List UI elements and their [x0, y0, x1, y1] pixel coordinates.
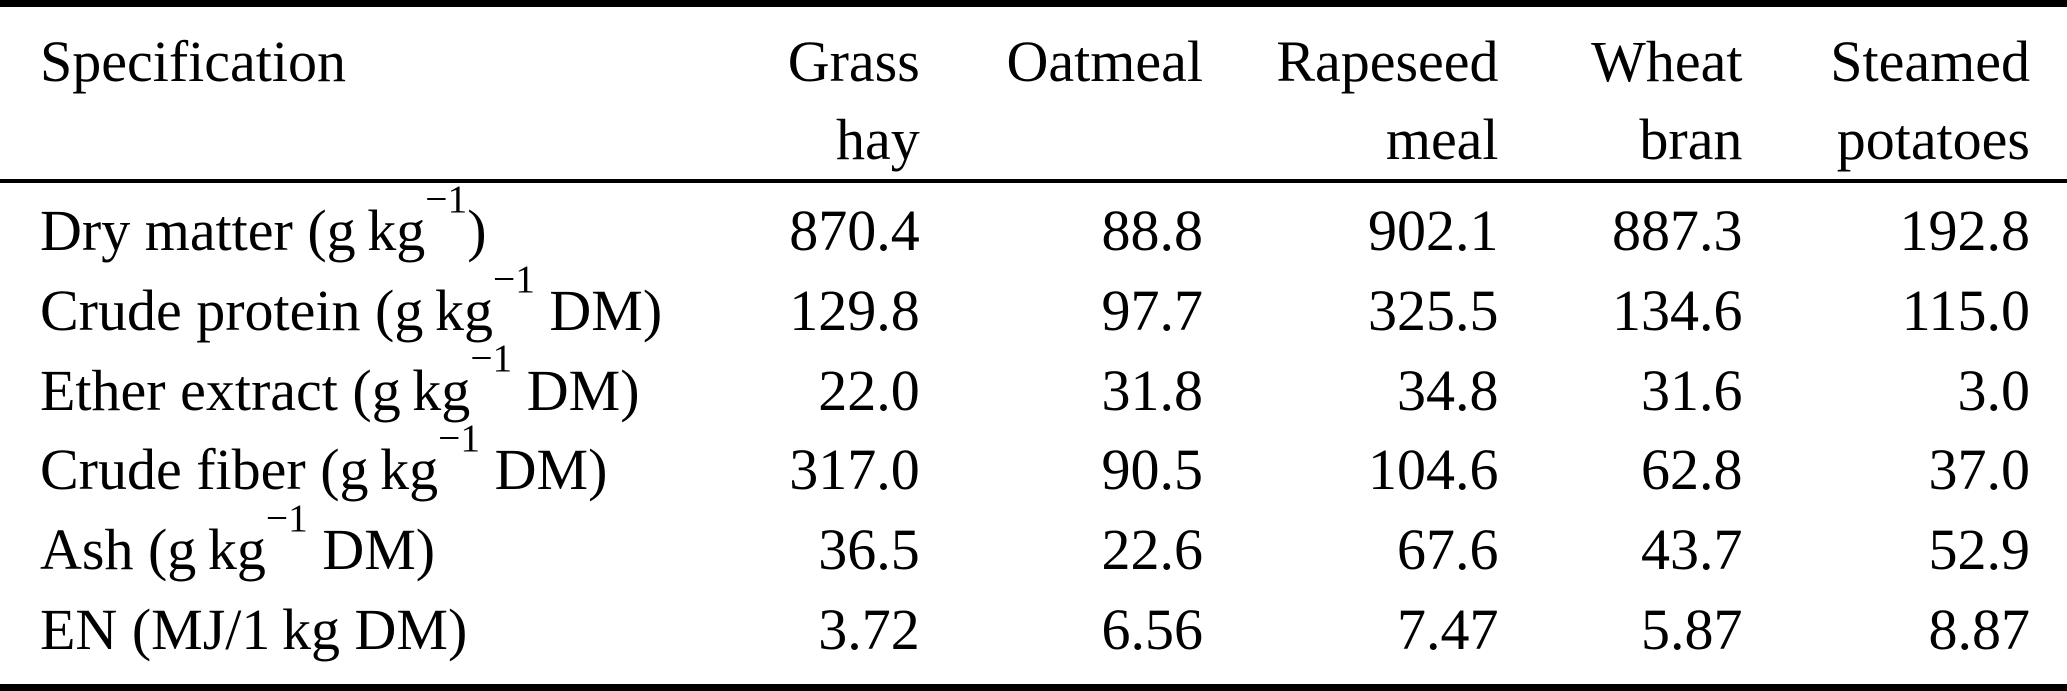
value-cell-grass-hay: 22.0	[818, 357, 920, 423]
value-cell-grass-hay: 870.4	[789, 197, 920, 263]
spec-superscript: −1	[438, 416, 481, 461]
value-cell-steamed-potatoes: 8.87	[1928, 596, 2031, 662]
value-cell-oatmeal: 31.8	[1101, 357, 1203, 423]
value-cell-grass-hay: 36.5	[818, 516, 920, 582]
value-cell-rapeseed-meal: 67.6	[1397, 516, 1499, 582]
spec-label-post: )	[467, 197, 487, 263]
value-cell-wheat-bran: 134.6	[1611, 277, 1743, 343]
column-header-line1: Specification	[40, 29, 347, 94]
value-cell-grass-hay: 317.0	[789, 437, 920, 503]
spec-label-post: DM)	[512, 357, 640, 423]
value-cell-rapeseed-meal: 7.47	[1397, 596, 1499, 662]
column-header-line1: Oatmeal	[1006, 29, 1203, 94]
spec-label: Ash (g kg	[40, 516, 266, 582]
table-header: Specification Grass hay Oatmeal Rapeseed…	[0, 4, 2067, 182]
spec-cell: Ether extract (g kg−1 DM)	[0, 339, 640, 431]
value-cell-steamed-potatoes: 37.0	[1928, 437, 2031, 503]
column-header-line1: Rapeseed	[1276, 29, 1499, 94]
column-header-line2: bran	[1639, 107, 1743, 172]
value-cell-grass-hay: 129.8	[789, 277, 920, 343]
value-cell-steamed-potatoes: 52.9	[1928, 516, 2031, 582]
spec-label: Crude protein (g kg	[40, 277, 493, 343]
column-header-wheat-bran: Wheat bran	[1499, 4, 1743, 182]
table-row-en: EN (MJ/1 kg DM) 3.72 6.56 7.47 5.87 8.87	[0, 590, 2067, 688]
spec-label: EN (MJ/1 kg DM)	[40, 596, 468, 662]
value-cell-wheat-bran: 5.87	[1640, 596, 1743, 662]
column-header-line1: Grass	[787, 29, 920, 94]
value-cell-rapeseed-meal: 34.8	[1397, 357, 1499, 423]
spec-cell: Dry matter (g kg−1)	[0, 179, 620, 271]
value-cell-rapeseed-meal: 325.5	[1368, 277, 1499, 343]
spec-cell: EN (MJ/1 kg DM)	[0, 590, 620, 688]
column-header-line2: meal	[1385, 107, 1499, 172]
column-header-line1: Steamed	[1830, 29, 2030, 94]
spec-cell: Crude fiber (g kg−1 DM)	[0, 418, 620, 510]
spec-label: Dry matter (g kg	[40, 197, 426, 263]
column-header-line2: hay	[836, 107, 920, 172]
spec-label-post: DM)	[480, 437, 608, 503]
spec-superscript: −1	[470, 336, 513, 381]
table-row-crude-protein: Crude protein (g kg−1 DM) 129.8 97.7 325…	[0, 259, 2067, 351]
table-row-ash: Ash (g kg−1 DM) 36.5 22.6 67.6 43.7 52.9	[0, 498, 2067, 590]
value-cell-oatmeal: 88.8	[1101, 197, 1203, 263]
table-row-crude-fiber: Crude fiber (g kg−1 DM) 317.0 90.5 104.6…	[0, 418, 2067, 510]
spec-label: Ether extract (g kg	[40, 357, 471, 423]
value-cell-wheat-bran: 887.3	[1611, 197, 1743, 263]
column-header-line1: Wheat	[1591, 29, 1743, 94]
column-header-specification: Specification	[0, 4, 620, 182]
column-header-oatmeal: Oatmeal	[920, 4, 1203, 182]
value-cell-steamed-potatoes: 3.0	[1957, 357, 2031, 423]
spec-cell: Crude protein (g kg−1 DM)	[0, 259, 662, 351]
value-cell-wheat-bran: 62.8	[1640, 437, 1743, 503]
table-header-row: Specification Grass hay Oatmeal Rapeseed…	[0, 4, 2067, 182]
value-cell-rapeseed-meal: 902.1	[1368, 197, 1499, 263]
table-body: Dry matter (g kg−1) 870.4 88.8 902.1 887…	[0, 179, 2067, 688]
value-cell-grass-hay: 3.72	[818, 596, 920, 662]
value-cell-steamed-potatoes: 192.8	[1899, 197, 2031, 263]
value-cell-wheat-bran: 43.7	[1640, 516, 1743, 582]
value-cell-oatmeal: 22.6	[1101, 516, 1203, 582]
spec-cell: Ash (g kg−1 DM)	[0, 498, 620, 590]
spec-label: Crude fiber (g kg	[40, 437, 439, 503]
spec-superscript: −1	[492, 256, 535, 301]
value-cell-rapeseed-meal: 104.6	[1368, 437, 1499, 503]
spec-label-post: DM)	[307, 516, 436, 582]
spec-label-post: DM)	[534, 277, 663, 343]
column-header-line2: potatoes	[1836, 107, 2030, 172]
value-cell-steamed-potatoes: 115.0	[1901, 277, 2030, 343]
column-header-rapeseed-meal: Rapeseed meal	[1203, 4, 1499, 182]
value-cell-wheat-bran: 31.6	[1640, 357, 1743, 423]
column-header-steamed-potatoes: Steamed potatoes	[1742, 4, 2067, 182]
value-cell-oatmeal: 90.5	[1101, 437, 1203, 503]
table-row-dry-matter: Dry matter (g kg−1) 870.4 88.8 902.1 887…	[0, 179, 2067, 271]
table-row-ether-extract: Ether extract (g kg−1 DM) 22.0 31.8 34.8…	[0, 339, 2067, 431]
spec-superscript: −1	[265, 495, 308, 540]
spec-superscript: −1	[425, 176, 468, 221]
value-cell-oatmeal: 97.7	[1101, 277, 1203, 343]
column-header-grass-hay: Grass hay	[620, 4, 920, 182]
value-cell-oatmeal: 6.56	[1101, 596, 1203, 662]
